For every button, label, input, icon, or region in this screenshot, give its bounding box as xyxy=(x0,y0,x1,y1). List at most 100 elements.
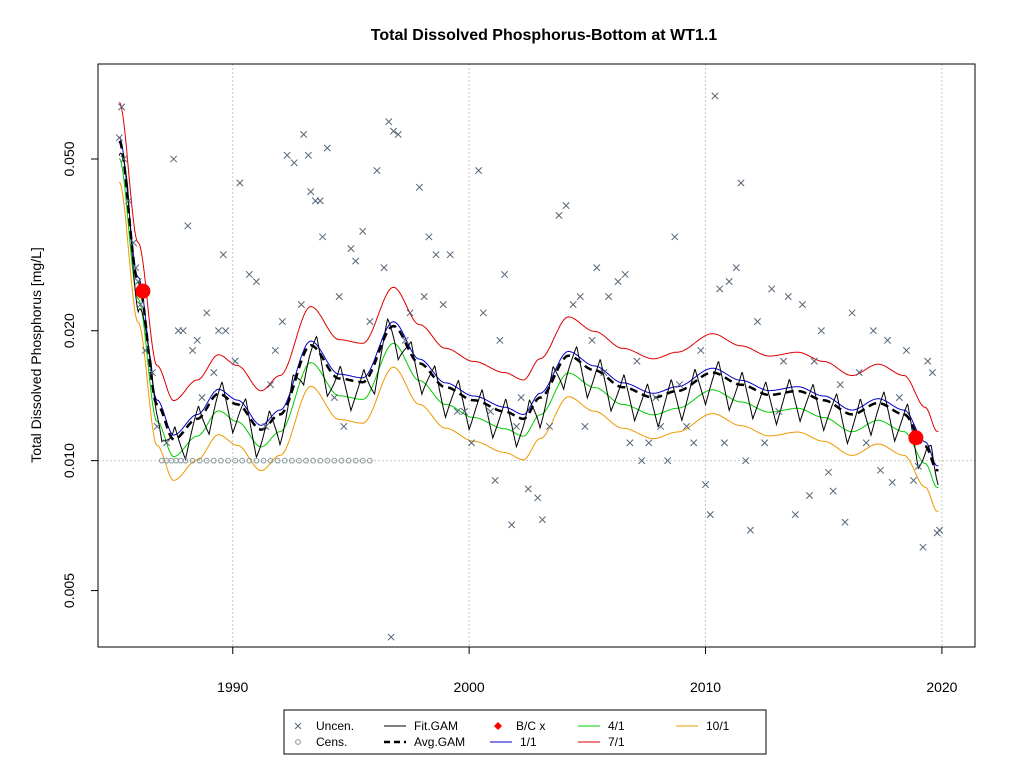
uncensored-point xyxy=(798,300,806,309)
uncensored-point xyxy=(711,92,719,100)
uncensored-point xyxy=(805,492,814,500)
uncensored-point xyxy=(179,327,187,335)
uncensored-point xyxy=(701,481,710,489)
legend-entry-b-c-x: B/C x xyxy=(494,719,545,733)
censored-point xyxy=(281,457,288,464)
x-axis: 1990 2000 2010 2020 xyxy=(217,646,958,695)
uncensored-point xyxy=(215,327,223,335)
uncensored-point xyxy=(716,285,724,293)
uncensored-point xyxy=(389,127,398,135)
uncensored-point xyxy=(848,309,856,317)
uncensored-point xyxy=(420,293,428,301)
chart-title: Total Dissolved Phosphorus-Bottom at WT1… xyxy=(371,27,717,44)
uncensored-point xyxy=(645,439,653,447)
uncensored-point xyxy=(725,278,733,286)
uncensored-point xyxy=(829,487,837,495)
uncensored-point xyxy=(271,346,279,355)
series-avg-gam xyxy=(118,140,939,472)
uncensored-point xyxy=(380,264,388,272)
uncensored-point xyxy=(720,439,728,447)
uncensored-point xyxy=(817,327,825,335)
uncensored-point xyxy=(909,476,918,484)
legend-label: B/C x xyxy=(516,719,545,733)
censored-point xyxy=(196,457,203,464)
y-axis: 0.005 0.010 0.020 0.050 xyxy=(61,141,99,608)
legend-label: 4/1 xyxy=(608,719,625,733)
legend-diamond-icon xyxy=(494,722,502,730)
legend-box xyxy=(283,709,767,755)
uncensored-point xyxy=(841,518,849,526)
grid xyxy=(98,64,975,647)
uncensored-point xyxy=(446,251,454,259)
y-tick-label-3: 0.050 xyxy=(61,141,77,176)
uncensored-point xyxy=(600,369,608,377)
uncensored-point xyxy=(387,633,395,641)
data-points xyxy=(115,92,944,641)
uncensored-point xyxy=(562,202,570,210)
x-tick-label-2: 2010 xyxy=(690,679,721,695)
uncensored-point xyxy=(394,130,402,138)
uncensored-point xyxy=(538,516,546,524)
censored-point xyxy=(225,457,231,464)
uncensored-point xyxy=(460,407,468,416)
uncensored-point xyxy=(935,526,944,534)
censored-point xyxy=(303,457,309,464)
uncensored-point xyxy=(855,369,863,377)
uncensored-point xyxy=(359,227,367,235)
uncensored-point xyxy=(203,309,211,317)
uncensored-point xyxy=(335,293,343,301)
uncensored-point xyxy=(545,422,554,431)
uncensored-point xyxy=(236,179,244,187)
uncensored-point xyxy=(136,300,145,309)
uncensored-point xyxy=(775,407,783,416)
uncensored-point xyxy=(496,336,504,344)
uncensored-point xyxy=(415,183,424,191)
uncensored-point xyxy=(385,118,393,126)
uncensored-point xyxy=(373,167,381,175)
uncensored-point xyxy=(141,346,149,355)
uncensored-point xyxy=(524,485,532,493)
uncensored-point xyxy=(153,422,161,431)
censored-point xyxy=(246,457,253,464)
uncensored-point xyxy=(569,300,577,309)
uncensored-point xyxy=(657,422,665,431)
censored-point xyxy=(345,457,352,464)
censored-point xyxy=(210,457,217,464)
legend-entry-7-1: 7/1 xyxy=(578,735,625,749)
uncensored-point xyxy=(581,422,589,431)
uncensored-point xyxy=(779,357,788,365)
uncensored-point xyxy=(252,278,260,286)
censored-point xyxy=(253,457,260,464)
uncensored-point xyxy=(347,245,355,253)
censored-point xyxy=(338,457,345,464)
series-7-1 xyxy=(118,102,939,432)
censored-point xyxy=(203,457,210,464)
y-tick-label-1: 0.010 xyxy=(61,443,77,478)
uncensored-point xyxy=(278,318,286,326)
legend-circle-icon xyxy=(295,739,301,745)
censored-point xyxy=(366,457,373,464)
uncensored-point xyxy=(914,462,922,470)
censored-point xyxy=(359,457,366,464)
uncensored-point xyxy=(453,407,461,416)
x-tick-label-3: 2020 xyxy=(926,679,957,695)
uncensored-point xyxy=(193,336,201,344)
y-tick-label-0: 0.005 xyxy=(61,573,77,608)
series-4-1 xyxy=(118,158,939,488)
uncensored-point xyxy=(614,278,622,286)
censored-point xyxy=(232,457,239,464)
legend-entry-1-1: 1/1 xyxy=(490,735,537,749)
uncensored-point xyxy=(768,285,776,293)
uncensored-point xyxy=(638,457,646,465)
uncensored-point xyxy=(888,478,896,487)
uncensored-point xyxy=(697,346,705,355)
censored-point xyxy=(296,457,302,464)
censored-point xyxy=(260,457,267,464)
censored-point xyxy=(218,457,224,464)
uncensored-point xyxy=(486,407,494,416)
uncensored-point xyxy=(746,526,754,534)
legend-label: Cens. xyxy=(316,735,347,749)
y-axis-label: Total Dissolved Phosphorus [mg/L] xyxy=(28,247,44,463)
x-tick-label-0: 1990 xyxy=(217,679,248,695)
